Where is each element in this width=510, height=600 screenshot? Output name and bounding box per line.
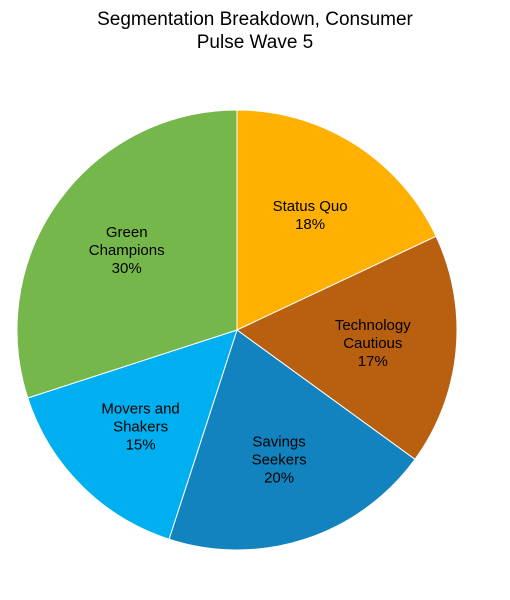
pie-slice-name-3-1: Shakers [113,418,168,435]
pie-slice-label-3: Movers and Shakers 15% [101,400,179,453]
pie-slice-name-3-0: Movers and [101,400,179,417]
pie-slice-value-0: 18% [295,216,325,233]
chart-title-line-2: Pulse Wave 5 [196,32,314,53]
pie-slices [16,109,458,551]
pie-labels: Status Quo 18% Technology Cautious 17% Saving… [89,198,411,487]
pie-slice-0 [236,109,437,331]
pie-slice-name-2-0: Savings [252,434,305,451]
pie-slice-value-4: 30% [112,260,142,277]
pie-slice-name-2-1: Seekers [252,452,307,469]
pie-slice-label-0: Status Quo 18% [273,198,348,233]
pie-slice-label-4: Green Champions 30% [89,224,165,277]
chart-title: Segmentation Breakdown, Consumer Pulse W… [0,8,510,54]
pie-slice-name-4-0: Green [106,224,148,241]
pie-slice-label-1: Technology Cautious 17% [335,317,411,370]
pie-slice-value-1: 17% [358,353,388,370]
pie-slice-name-0-0: Status Quo [273,198,348,215]
pie-slice-name-4-1: Champions [89,242,165,259]
pie-slice-2 [168,329,416,551]
pie-slice-1 [236,235,458,461]
pie-slice-value-2: 20% [264,470,294,487]
pie-slice-value-3: 15% [126,436,156,453]
pie-slice-3 [27,329,238,540]
pie-slice-name-1-1: Cautious [343,335,402,352]
pie-slice-label-2: Savings Seekers 20% [252,434,307,487]
pie-slice-name-1-0: Technology [335,317,411,334]
pie-slice-4 [16,109,238,399]
chart-title-line-1: Segmentation Breakdown, Consumer [97,9,413,30]
